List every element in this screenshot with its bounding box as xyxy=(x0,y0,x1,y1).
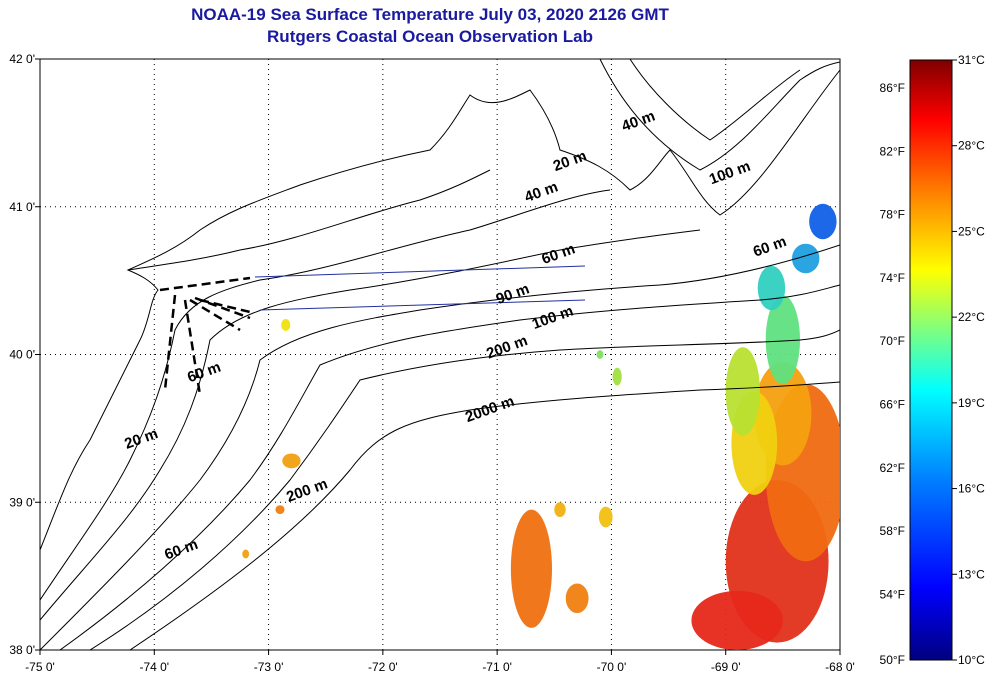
sst-data xyxy=(242,203,840,650)
nj-approach-lines xyxy=(159,276,251,396)
gulf-of-maine-isobath xyxy=(599,59,840,171)
map-subtitle: Rutgers Coastal Ocean Observation Lab xyxy=(267,27,593,46)
latitude-ticks: 42 0' 41 0' 40 0' 39 0' 38 0' xyxy=(9,52,40,657)
lat-tick-label: 40 0' xyxy=(9,348,35,362)
coastline xyxy=(40,69,840,551)
colorbar-c-tick: 25°C xyxy=(958,224,985,238)
colorbar-f-tick: 82°F xyxy=(880,144,905,158)
colorbar-c-tick: 28°C xyxy=(958,139,985,153)
colorbar-f-tick: 78°F xyxy=(880,208,905,222)
sst-patch xyxy=(554,502,566,518)
colorbar-f-tick: 50°F xyxy=(880,653,905,667)
sst-patch xyxy=(281,319,291,331)
colorbar-f-tick: 62°F xyxy=(880,461,905,475)
sst-patch xyxy=(691,590,783,650)
isobath-2000m xyxy=(129,381,840,650)
shipping-lane-south xyxy=(259,299,586,311)
sst-patch xyxy=(596,350,604,359)
lat-tick-label: 42 0' xyxy=(9,52,35,66)
isobath-100m xyxy=(59,284,840,650)
sst-patch xyxy=(725,347,760,436)
coastline-and-bathymetry xyxy=(40,59,840,650)
colorbar-f-tick: 86°F xyxy=(880,81,905,95)
lon-tick-label: -70 0' xyxy=(597,660,627,674)
map-title: NOAA-19 Sea Surface Temperature July 03,… xyxy=(191,5,669,24)
colorbar xyxy=(909,59,953,661)
lon-tick-label: -75 0' xyxy=(25,660,55,674)
sst-patch xyxy=(282,453,301,469)
gulf-of-maine-isobath-2 xyxy=(629,59,801,141)
colorbar-c-tick: 13°C xyxy=(958,567,985,581)
colorbar-fahrenheit-ticks: 86°F 82°F 78°F 74°F 70°F 66°F 62°F 58°F 54°F 50°F xyxy=(880,81,905,667)
isobath-200m xyxy=(89,329,840,650)
colorbar-f-tick: 74°F xyxy=(880,271,905,285)
sst-patch xyxy=(765,295,800,385)
lon-tick-label: -69 0' xyxy=(711,660,741,674)
sst-patch xyxy=(510,509,552,628)
isobath-40m xyxy=(40,229,701,621)
lon-tick-label: -71 0' xyxy=(482,660,512,674)
lat-tick-label: 38 0' xyxy=(9,643,35,657)
colorbar-c-tick: 31°C xyxy=(958,53,985,67)
lon-tick-label: -68 0' xyxy=(825,660,855,674)
lat-tick-label: 39 0' xyxy=(9,495,35,509)
coastline-inner xyxy=(127,169,491,271)
isobath-60m xyxy=(40,244,840,650)
sst-patch xyxy=(242,549,250,559)
colorbar-f-tick: 70°F xyxy=(880,334,905,348)
lat-tick-label: 41 0' xyxy=(9,200,35,214)
sst-patch xyxy=(598,506,613,528)
sst-patch xyxy=(275,505,285,515)
sst-patch xyxy=(792,243,820,274)
sst-patch xyxy=(809,203,837,240)
colorbar-f-tick: 58°F xyxy=(880,524,905,538)
lon-tick-label: -72 0' xyxy=(368,660,398,674)
lon-tick-label: -73 0' xyxy=(254,660,284,674)
colorbar-f-tick: 54°F xyxy=(880,587,905,601)
colorbar-c-tick: 16°C xyxy=(958,482,985,496)
isobath-20m xyxy=(40,189,611,601)
colorbar-celsius-ticks: 31°C 28°C 25°C 22°C 19°C 16°C 13°C 10°C xyxy=(952,53,985,667)
colorbar-c-tick: 22°C xyxy=(958,310,985,324)
colorbar-c-tick: 19°C xyxy=(958,396,985,410)
lon-tick-label: -74 0' xyxy=(139,660,169,674)
shipping-lane-north xyxy=(254,265,586,278)
sst-patch xyxy=(757,265,786,311)
colorbar-c-tick: 10°C xyxy=(958,653,985,667)
sst-patch xyxy=(612,367,622,386)
sst-patch xyxy=(565,583,589,614)
longitude-ticks: -75 0' -74 0' -73 0' -72 0' -71 0' -70 0' -69 … xyxy=(25,650,855,674)
colorbar-f-tick: 66°F xyxy=(880,398,905,412)
